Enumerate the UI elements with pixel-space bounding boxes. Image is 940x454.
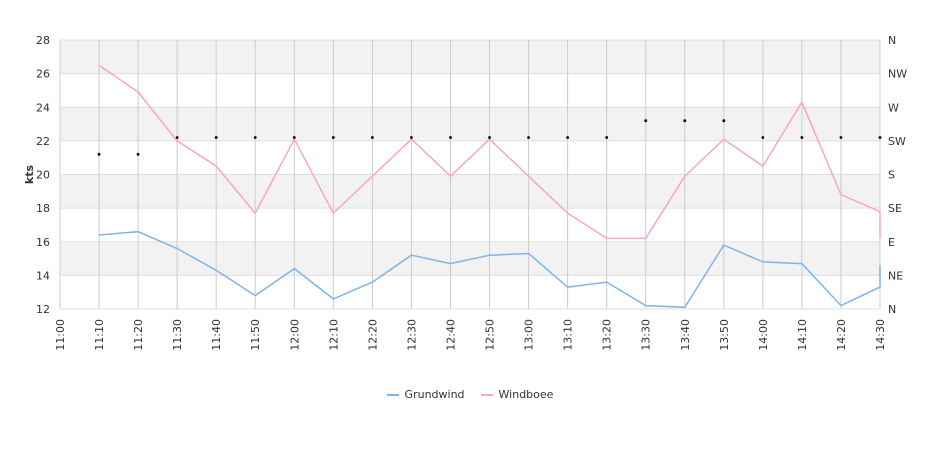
plot-band (60, 174, 880, 209)
direction-dot (253, 136, 257, 139)
x-tick-label: 11:40 (210, 319, 223, 351)
y-axis-label: kts (23, 164, 36, 184)
direction-dot (839, 136, 843, 139)
direction-dot (175, 136, 179, 139)
x-tick-label: 14:10 (796, 319, 809, 351)
y-tick-label: 16 (36, 236, 50, 249)
x-tick-label: 14:20 (835, 319, 848, 351)
direction-dot (136, 152, 140, 156)
legend-swatch (480, 394, 493, 396)
direction-dot (644, 119, 648, 123)
series-line-grundwind (98, 230, 881, 309)
legend-label: Windboee (498, 387, 554, 401)
x-tick-label: 12:10 (327, 319, 340, 351)
right-y-axis: N NE E SE S SW W NW N (888, 34, 907, 316)
x-axis: 11:00 11:10 11:20 11:30 11:40 11:50 12:00 12:10… (54, 319, 887, 351)
y-tick-label: 18 (36, 202, 50, 215)
legend-item-grundwind[interactable]: Grundwind (386, 387, 465, 401)
x-tick-label: 12:20 (366, 319, 379, 351)
x-tick-label: 11:50 (249, 319, 262, 351)
direction-tick-label: N (888, 303, 896, 316)
series-line-windboee (98, 64, 881, 240)
legend-item-windboee[interactable]: Windboee (480, 387, 554, 401)
direction-dot (800, 136, 804, 139)
legend: Grundwind Windboee (0, 385, 940, 401)
direction-dot (370, 136, 374, 139)
x-tick-label: 12:00 (288, 319, 301, 351)
direction-dot (605, 136, 609, 139)
plot-band (60, 107, 880, 141)
direction-tick-label: NW (888, 68, 907, 81)
direction-dot (683, 119, 687, 123)
y-tick-label: 28 (36, 34, 50, 47)
plot-band (60, 40, 880, 74)
horizontal-gridlines (60, 39, 880, 310)
direction-tick-label: E (888, 236, 895, 249)
direction-dot (722, 119, 726, 123)
y-tick-label: 12 (36, 303, 50, 316)
x-tick-label: 11:00 (54, 319, 67, 351)
x-tick-label: 11:10 (93, 319, 106, 351)
direction-dot (527, 136, 530, 139)
direction-dot (331, 136, 335, 139)
direction-tick-label: W (888, 101, 899, 114)
alternating-bands (60, 40, 880, 276)
x-tick-label: 13:50 (718, 319, 731, 351)
direction-dot (410, 136, 413, 139)
direction-dot (292, 136, 296, 139)
x-tick-label: 14:30 (874, 319, 887, 351)
y-tick-label: 20 (36, 169, 50, 182)
x-tick-label: 13:10 (562, 319, 575, 351)
direction-dot (488, 136, 491, 139)
direction-tick-label: NE (888, 269, 903, 282)
x-tick-label: 12:50 (484, 319, 497, 351)
x-tick-label: 11:30 (171, 319, 184, 351)
x-tick-label: 11:20 (132, 319, 145, 351)
x-tick-label: 13:20 (601, 319, 614, 351)
x-tick-label: 13:30 (640, 319, 653, 351)
direction-dot (566, 136, 570, 139)
direction-dot (761, 136, 765, 139)
direction-tick-label: SE (888, 202, 902, 215)
direction-dot (97, 152, 101, 156)
direction-tick-label: S (888, 169, 895, 182)
y-tick-label: 14 (36, 269, 50, 282)
x-tick-label: 13:40 (679, 319, 692, 351)
x-tick-label: 12:30 (405, 319, 418, 351)
x-tick-label: 13:00 (523, 319, 536, 351)
y-tick-label: 22 (36, 135, 50, 148)
direction-dot (449, 136, 452, 139)
direction-tick-label: N (888, 34, 896, 47)
direction-tick-label: SW (888, 135, 906, 148)
series-layer (98, 64, 881, 309)
x-tick-label: 12:40 (444, 319, 457, 351)
y-tick-label: 24 (36, 101, 50, 114)
legend-swatch (386, 394, 399, 396)
direction-dot (878, 136, 882, 139)
direction-dots (97, 119, 882, 156)
left-y-axis: 12 14 16 18 20 22 24 26 28 (36, 34, 50, 316)
direction-dot (214, 136, 218, 139)
legend-label: Grundwind (404, 387, 465, 401)
y-tick-label: 26 (36, 68, 50, 81)
x-tick-label: 14:00 (757, 319, 770, 351)
